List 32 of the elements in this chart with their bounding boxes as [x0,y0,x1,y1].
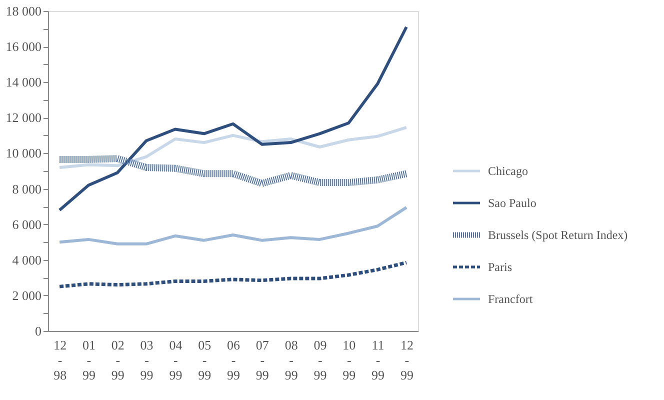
y-tick-label: 0 [35,324,42,338]
y-tick-label: 8 000 [12,181,42,196]
line-series [58,206,408,246]
x-tick-label: 09-99 [314,338,327,382]
line-series [58,126,408,169]
y-tick-label: 16 000 [6,39,42,54]
y-tick-label: 18 000 [6,4,42,18]
x-tick-label: 10-99 [342,338,356,382]
y-tick-label: 12 000 [6,110,42,126]
x-tick-label: 01-99 [82,338,96,382]
legend-label: Chicago [488,164,528,178]
x-tick-label: 12-99 [400,338,414,382]
x-tick-label: 05-99 [198,338,212,382]
legend-label: Sao Paulo [488,196,536,210]
x-tick-label: 12-98 [54,338,67,382]
legend-label: Paris [488,260,512,274]
x-tick-label: 07-99 [256,338,270,382]
y-tick-label: 10 000 [6,146,42,161]
y-tick-label: 14 000 [6,74,42,90]
y-tick-label: 2 000 [12,288,42,303]
x-tick-label: 03-99 [140,338,154,382]
x-tick-label: 08-99 [284,338,298,382]
x-tick-label: 04-99 [169,338,183,382]
x-tick-label: 11-99 [372,338,385,382]
y-tick-label: 4 000 [12,252,42,268]
line-series [58,26,408,212]
line-series [58,260,408,288]
legend-label: Francfort [488,292,534,306]
x-tick-label: 02-99 [111,338,124,382]
x-tick-label: 06-99 [227,338,240,382]
y-tick-label: 6 000 [12,216,42,232]
legend-label: Brussels (Spot Return Index) [488,228,628,242]
